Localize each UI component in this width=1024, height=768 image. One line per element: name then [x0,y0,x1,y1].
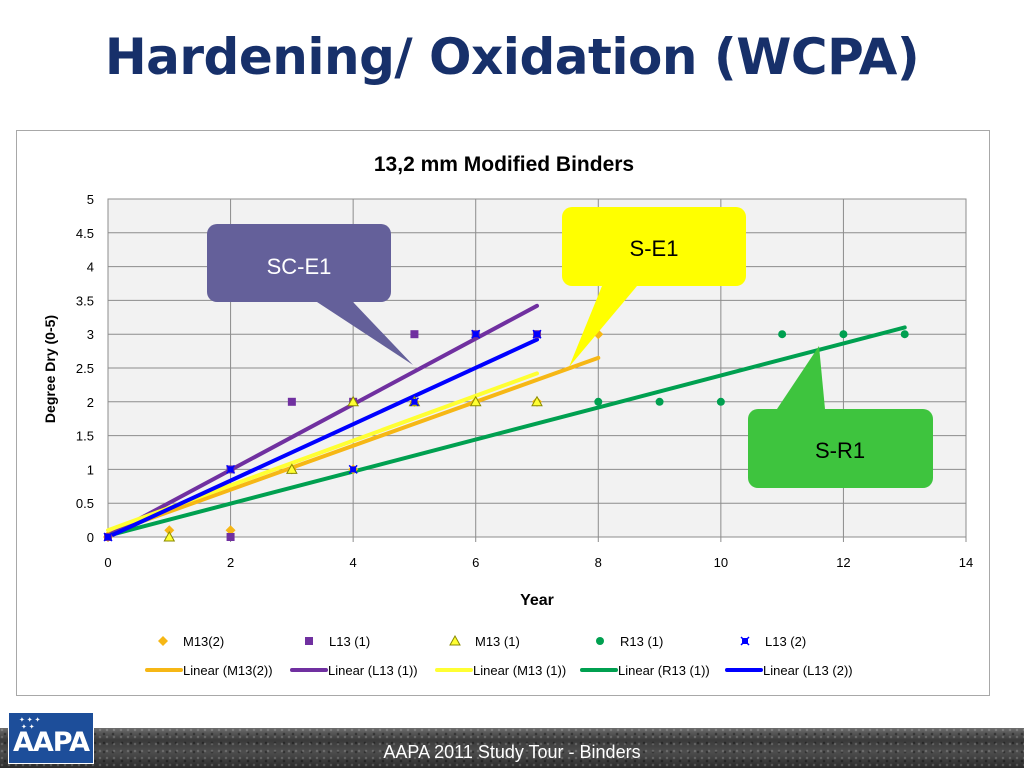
y-tick-label: 4 [87,260,94,275]
point-r13-1 [778,330,787,339]
x-tick-label: 0 [104,555,111,570]
chart-title: 13,2 mm Modified Binders [374,153,634,176]
legend-marker [158,636,168,646]
point-l13-2-cross-b [532,329,542,339]
footer-text: AAPA 2011 Study Tour - Binders [383,742,641,762]
callout-label: S-E1 [630,236,679,261]
y-axis-label: Degree Dry (0-5) [42,315,58,423]
callout-box [562,207,746,286]
legend: M13(2) L13 (1) M13 (1) R13 (1) L13 (2) Linear… [145,634,853,678]
x-tick-label: 10 [714,555,728,570]
y-tick-label: 3.5 [76,293,94,308]
point-l13-2-cross-b [348,464,358,474]
point-r13-1 [839,330,848,339]
legend-label: R13 (1) [620,634,663,649]
callout-s-r1: S-R1 [748,346,933,488]
x-tick-label: 12 [836,555,850,570]
trendlines [106,303,907,539]
callout-box [748,409,933,488]
trendline-linear-l13-2 [106,337,539,539]
callout-pointer [569,286,637,367]
legend-marker [740,636,750,646]
legend-marker-cross-b [740,636,750,646]
point-l13-2-cross-b [471,329,481,339]
point-l13-2 [103,532,113,542]
trendline-linear-l13-1 [106,303,539,538]
point-r13-1 [655,397,664,406]
point-l13-2-cross-b [409,397,419,407]
callouts: SC-E1 S-E1 S-R1 [207,207,933,488]
point-r13-1 [594,397,603,406]
point-l13-2-cross-b [226,464,236,474]
legend-label: M13(2) [183,634,224,649]
y-tick-label: 2.5 [76,361,94,376]
callout-pointer [777,346,825,409]
aapa-logo: ✦ ✦ ✦ ✦ ✦ AAPA [8,712,94,764]
point-m13-1 [163,530,176,542]
legend-label: L13 (1) [329,634,370,649]
x-tick-label: 8 [595,555,602,570]
x-tick-label: 14 [959,555,973,570]
y-tick-label: 4.5 [76,226,94,241]
point-m13-1 [531,395,543,407]
point-l13-2 [226,464,236,474]
callout-label: S-R1 [815,438,865,463]
y-tick-label: 5 [87,192,94,207]
legend-label: Linear (M13 (1)) [473,663,566,678]
x-tick-label: 4 [350,555,357,570]
legend-label: Linear (R13 (1)) [618,663,710,678]
y-tick-label: 1.5 [76,429,94,444]
footer-texture [0,728,1024,768]
point-l13-1 [226,533,235,541]
point-l13-2 [471,329,481,339]
legend-marker [596,637,604,645]
legend-marker [305,637,313,645]
chart-frame: 13,2 mm Modified Binders 0 0.5 1 1.5 2 2.5 3 3.… [16,130,990,696]
point-l13-2 [348,464,358,474]
trendline-linear-r13-1 [106,325,907,538]
legend-label: Linear (L13 (2)) [763,663,853,678]
point-l13-2 [409,397,419,407]
callout-pointer [317,302,413,365]
x-tick-label: 6 [472,555,479,570]
callout-sc-e1: SC-E1 [207,224,413,365]
logo-text: AAPA [13,727,90,758]
point-l13-1 [287,397,296,406]
y-tick-label: 2 [87,395,94,410]
callout-s-e1: S-E1 [562,207,746,367]
logo-stars-icon: ✦ ✦ ✦ ✦ ✦ [19,717,41,731]
x-tick-label: 2 [227,555,234,570]
point-l13-2 [532,329,542,339]
trendline-linear-m13-2 [106,355,601,536]
y-tick-label: 3 [87,327,94,342]
point-m13-1 [469,395,482,407]
point-m13-1 [286,463,298,474]
point-m13-1 [347,395,359,407]
y-tick-label: 0 [87,530,94,545]
legend-label: Linear (M13(2)) [183,663,273,678]
data-points [103,329,909,542]
chart-svg: 13,2 mm Modified Binders 0 0.5 1 1.5 2 2.5 3 3.… [42,153,973,678]
point-m13-2 [225,525,236,536]
legend-marker [449,634,461,646]
legend-label: L13 (2) [765,634,806,649]
point-l13-2-cross-b [103,532,113,542]
y-tick-label: 1 [87,462,94,477]
callout-label: SC-E1 [267,254,332,279]
y-tick-label: 0.5 [76,496,94,511]
axes: 0 0.5 1 1.5 2 2.5 3 3.5 4 4.5 5 0 2 4 6 8 10 12 14 [76,192,973,570]
point-r13-1 [716,397,725,406]
legend-label: Linear (L13 (1)) [328,663,418,678]
point-m13-2 [164,525,175,536]
footer-bar: AAPA 2011 Study Tour - Binders [0,728,1024,768]
slide-title: Hardening/ Oxidation (WCPA) [104,28,920,86]
point-l13-1 [410,330,419,339]
callout-box [207,224,391,302]
x-axis-label: Year [520,592,554,609]
legend-label: M13 (1) [475,634,520,649]
point-r13-1 [900,330,909,339]
